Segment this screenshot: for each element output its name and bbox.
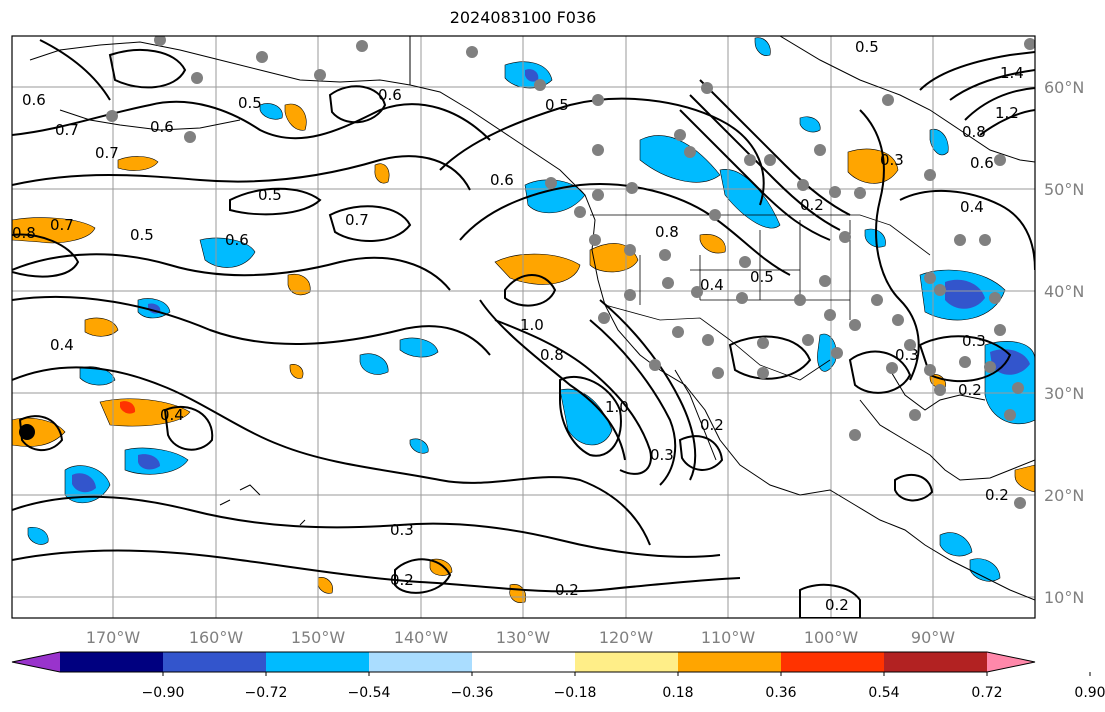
contour-label: 0.5 [855,38,879,56]
lat-label: 20°N [1044,486,1084,505]
colorbar: −0.90 −0.72 −0.54 −0.36 −0.18 0.18 0.36 0.54 0.7… [11,651,1105,701]
lon-label: 130°W [496,628,551,647]
lat-label: 10°N [1044,588,1084,607]
contour-label: 0.7 [345,211,369,229]
contour-label: 0.6 [150,118,174,136]
colorbar-swatch [163,652,266,672]
contour-label: 1.2 [995,104,1019,122]
lon-label: 110°W [701,628,756,647]
lat-label: 60°N [1044,78,1084,97]
contour-label: 0.8 [655,223,679,241]
colorbar-swatch [884,652,987,672]
lon-label: 120°W [599,628,654,647]
colorbar-tick-label: 0.90 [1074,685,1105,701]
colorbar-tick-label: −0.54 [348,685,391,701]
contour-label: 0.3 [650,446,674,464]
coastlines [29,36,1035,601]
lat-label: 30°N [1044,384,1084,403]
contour-label: 0.6 [970,154,994,172]
contour-label: 0.4 [960,198,984,216]
contour-label: 0.4 [700,276,724,294]
colorbar-swatch [472,652,575,672]
contour-label: 0.8 [540,346,564,364]
contour-label: 0.3 [390,521,414,539]
colorbar-extend-high [987,652,1035,672]
colorbar-swatch [369,652,472,672]
shaded-anomaly-regions [12,37,1035,603]
contour-label: 0.6 [225,231,249,249]
colorbar-swatch [575,652,678,672]
contour-label: 0.3 [895,346,919,364]
contour-label: 0.5 [545,96,569,114]
lon-label: 150°W [291,628,346,647]
colorbar-tick-label: 0.72 [971,685,1002,701]
contour-label: 0.5 [258,186,282,204]
colorbar-tick-label: −0.72 [245,685,288,701]
page-title: 2024083100 F036 [449,8,597,27]
lon-label: 90°W [911,628,955,647]
contour-lines [12,39,1035,618]
contour-label: 0.7 [95,144,119,162]
lon-label: 100°W [804,628,859,647]
contour-label: 0.5 [750,268,774,286]
contour-label: 0.2 [800,196,824,214]
contour-label: 0.8 [962,123,986,141]
colorbar-outline [11,651,1036,673]
contour-label: 0.7 [50,216,74,234]
colorbar-tick-label: 0.18 [662,685,693,701]
contour-label: 0.2 [958,381,982,399]
contour-label: 0.2 [700,416,724,434]
contour-labels: 0.6 0.7 0.7 0.6 0.5 0.5 0.5 0.6 0.7 0.6 … [12,38,1024,614]
colorbar-tick-label: −0.90 [142,685,185,701]
station-markers [106,36,1035,509]
lat-label: 40°N [1044,282,1084,301]
colorbar-tick-label: −0.36 [451,685,494,701]
highlight-marker [19,424,35,440]
contour-label: 0.6 [22,91,46,109]
colorbar-swatch [60,652,163,672]
colorbar-swatch [266,652,369,672]
colorbar-extend-low [12,652,60,672]
contour-label: 0.2 [985,486,1009,504]
colorbar-tick-label: 0.36 [765,685,796,701]
colorbar-swatch [781,652,884,672]
contour-label: 0.8 [12,224,36,242]
contour-label: 0.2 [390,571,414,589]
colorbar-tick-label: 0.54 [868,685,899,701]
lat-label: 50°N [1044,180,1084,199]
colorbar-tick-label: −0.18 [554,685,597,701]
contour-label: 0.3 [962,332,986,350]
contour-label: 0.6 [378,86,402,104]
contour-label: 0.2 [555,581,579,599]
contour-label: 0.5 [130,226,154,244]
contour-label: 1.0 [605,398,629,416]
contour-label: 0.2 [825,596,849,614]
contour-label: 0.7 [55,121,79,139]
lon-label: 160°W [189,628,244,647]
colorbar-swatch [678,652,781,672]
longitude-labels: 170°W 160°W 150°W 140°W 130°W 120°W 110°… [86,628,955,647]
latitude-labels: 60°N 50°N 40°N 30°N 20°N 10°N [1044,78,1084,607]
lon-label: 170°W [86,628,141,647]
contour-label: 0.6 [490,171,514,189]
contour-label: 0.5 [238,94,262,112]
contour-label: 0.4 [50,336,74,354]
contour-label: 0.3 [880,151,904,169]
contour-label: 1.0 [520,316,544,334]
contour-label: 1.4 [1000,64,1024,82]
contour-label: 0.4 [160,406,184,424]
lon-label: 140°W [394,628,449,647]
map-frame [11,35,1036,619]
